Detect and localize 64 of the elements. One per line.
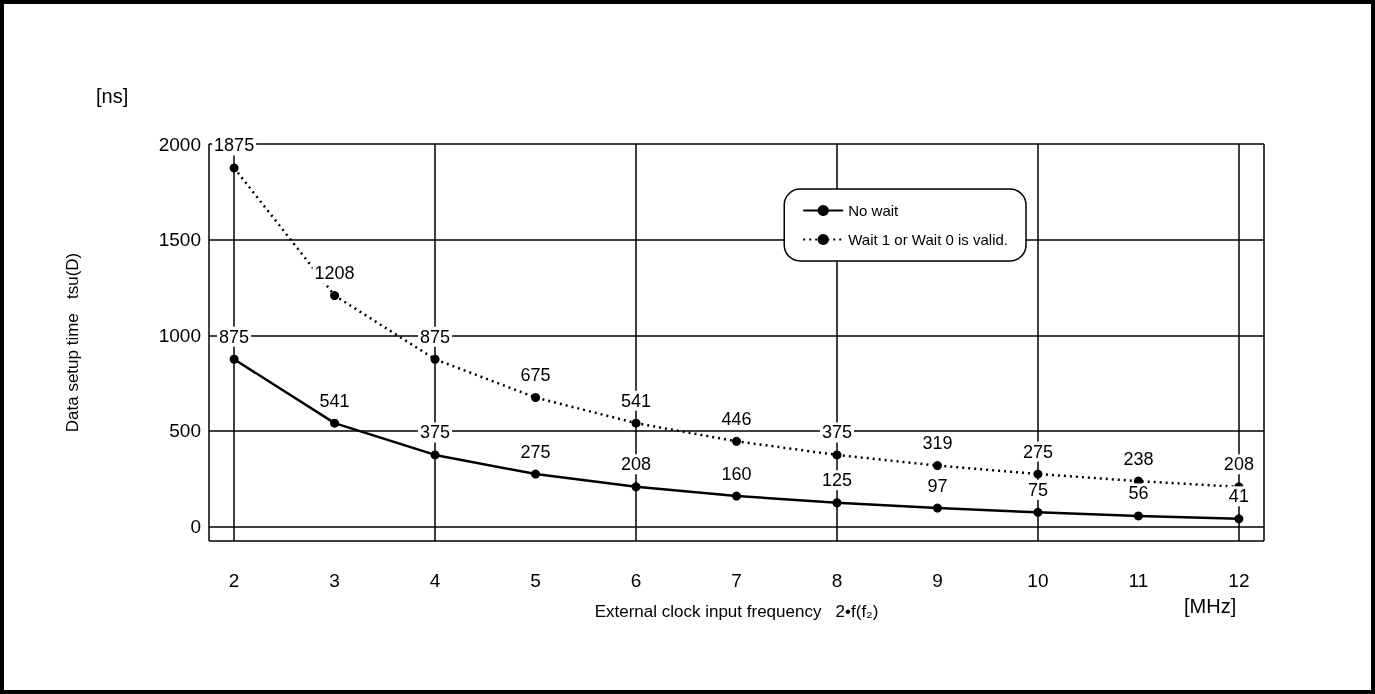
- x-tick-label: 9: [932, 570, 943, 591]
- point: [229, 163, 239, 173]
- x-tick-label: 5: [530, 570, 541, 591]
- x-tick-label: 11: [1128, 570, 1149, 591]
- point: [631, 418, 641, 428]
- data-label: 97: [927, 475, 948, 496]
- x-tick-label: 2: [228, 570, 240, 591]
- point: [732, 436, 741, 446]
- data-label: 208: [1223, 454, 1254, 475]
- point: [1033, 469, 1043, 479]
- point: [430, 450, 440, 460]
- data-label: 446: [721, 408, 752, 429]
- y-tick-label: 500: [169, 420, 201, 442]
- point: [330, 418, 340, 428]
- y-tick-label: 1500: [158, 229, 201, 251]
- data-label: 319: [922, 433, 953, 454]
- data-label: 675: [520, 365, 551, 386]
- x-tick-label: 7: [731, 570, 742, 591]
- data-label: 75: [1027, 479, 1048, 500]
- data-label: 541: [621, 390, 652, 411]
- point: [330, 291, 340, 301]
- x-tick-label: 8: [831, 570, 843, 591]
- data-label: 875: [219, 326, 250, 347]
- data-label: 125: [821, 470, 852, 491]
- point: [1033, 507, 1043, 517]
- legend-label: Wait 1 or Wait 0 is valid.: [848, 231, 1008, 248]
- y-axis-title: Data setup time tsu(D): [63, 252, 82, 433]
- data-label: 275: [1022, 441, 1053, 462]
- point: [832, 498, 842, 508]
- data-label: 56: [1128, 483, 1149, 504]
- point: [732, 491, 741, 501]
- y-tick-label: 0: [190, 516, 201, 538]
- data-label: 41: [1228, 486, 1249, 507]
- legend-label: No wait: [848, 202, 900, 219]
- y-tick-label: 2000: [158, 133, 201, 155]
- x-axis-title: External clock input frequency 2•f(f₂): [594, 602, 879, 621]
- data-label: 375: [420, 422, 451, 443]
- x-tick-label: 4: [429, 570, 441, 591]
- x-tick-label: 3: [329, 570, 340, 591]
- data-label: 160: [721, 463, 752, 484]
- point: [1234, 514, 1244, 524]
- point: [932, 503, 942, 513]
- data-label: 1208: [314, 263, 355, 284]
- x-tick-label: 12: [1228, 570, 1250, 591]
- x-tick-label: 6: [630, 570, 642, 591]
- point: [1133, 511, 1143, 521]
- data-label: 875: [420, 326, 451, 347]
- y-tick-label: 1000: [158, 324, 201, 346]
- point: [832, 450, 842, 460]
- point: [631, 482, 641, 492]
- data-label: 238: [1123, 448, 1154, 469]
- data-label: 275: [520, 441, 551, 462]
- x-tick-label: 10: [1027, 570, 1049, 591]
- text: [ns]: [96, 85, 129, 107]
- data-label: 541: [319, 390, 350, 411]
- point: [531, 469, 541, 479]
- data-label: 208: [621, 454, 652, 475]
- text: [MHz]: [1184, 595, 1237, 617]
- point: [932, 461, 942, 471]
- data-label: 1875: [214, 135, 255, 156]
- point: [531, 393, 541, 402]
- point: [430, 354, 440, 364]
- point: [229, 354, 239, 364]
- data-label: 375: [821, 422, 852, 443]
